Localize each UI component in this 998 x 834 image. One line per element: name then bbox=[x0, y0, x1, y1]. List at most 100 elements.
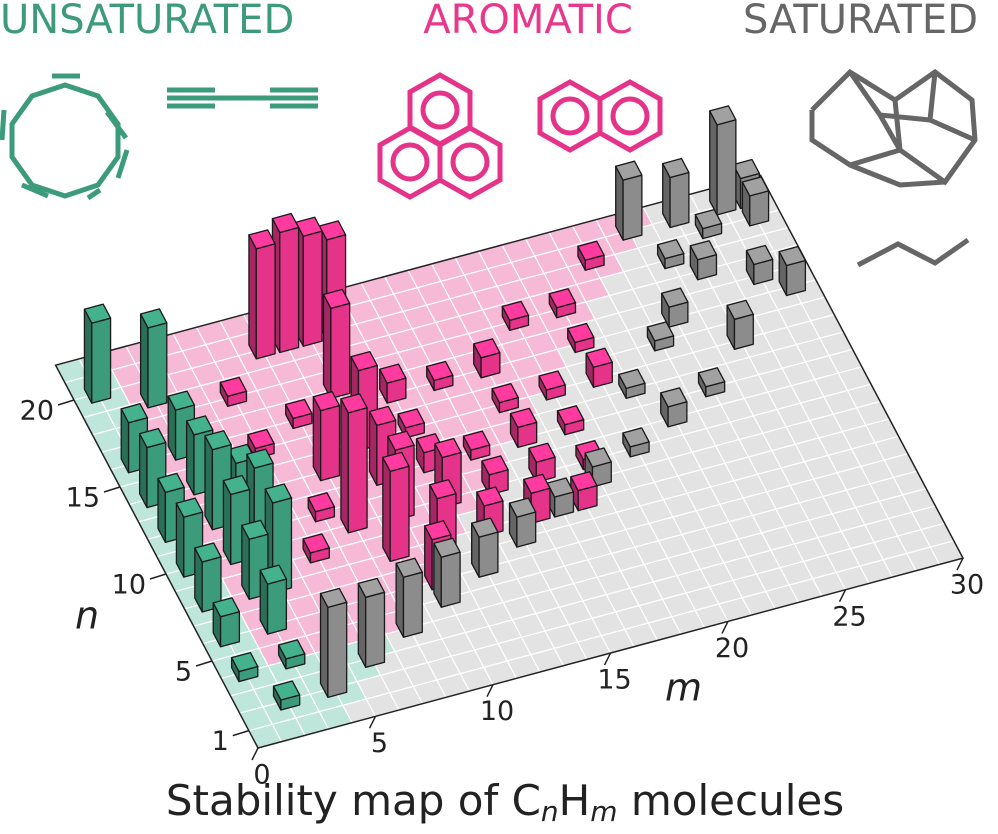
bar bbox=[319, 587, 348, 699]
bar-front bbox=[219, 611, 241, 648]
bar bbox=[277, 639, 306, 670]
bar bbox=[322, 288, 351, 400]
bar-front bbox=[330, 302, 351, 400]
bar bbox=[272, 680, 301, 711]
bar-top bbox=[241, 519, 269, 540]
bar-top bbox=[248, 229, 276, 250]
bar-top bbox=[476, 486, 504, 507]
bar-top bbox=[247, 428, 275, 450]
bar-top bbox=[120, 403, 149, 424]
bar bbox=[476, 486, 504, 537]
bar-top bbox=[83, 303, 112, 324]
title-part: Stability map of C bbox=[166, 776, 541, 825]
chart-title: Stability map of CnHm molecules bbox=[166, 776, 844, 829]
bar-top bbox=[350, 350, 378, 372]
bar-top bbox=[528, 442, 556, 463]
bar bbox=[745, 244, 774, 286]
x-tick-label: 0 bbox=[253, 760, 270, 791]
bar-top bbox=[424, 520, 452, 541]
bar bbox=[271, 212, 300, 354]
bar-top bbox=[230, 651, 259, 673]
bar bbox=[615, 160, 643, 241]
x-tick bbox=[368, 716, 377, 729]
bar-top bbox=[556, 405, 585, 426]
bar-front bbox=[347, 407, 368, 534]
bar-top bbox=[219, 376, 248, 397]
bar-front bbox=[749, 190, 770, 227]
bar-top bbox=[264, 483, 293, 504]
bar bbox=[546, 477, 575, 518]
bar-top bbox=[656, 239, 685, 260]
bar-top bbox=[741, 176, 770, 197]
bar-side bbox=[248, 234, 257, 360]
bar-top bbox=[462, 430, 491, 451]
bar-front bbox=[255, 243, 276, 360]
bar bbox=[661, 287, 689, 328]
x-tick bbox=[721, 621, 729, 634]
bar-top bbox=[387, 430, 415, 451]
bar-top bbox=[246, 448, 274, 469]
x-tick bbox=[251, 747, 259, 761]
bar bbox=[509, 407, 538, 449]
bar-top bbox=[491, 382, 519, 404]
bar bbox=[462, 430, 491, 461]
bar-side bbox=[322, 293, 332, 400]
bar-top bbox=[322, 288, 351, 310]
bar-top bbox=[697, 367, 726, 388]
bar-top bbox=[548, 288, 577, 309]
bar-top bbox=[319, 587, 348, 609]
bar-top bbox=[567, 322, 595, 344]
bar bbox=[694, 208, 723, 240]
bar bbox=[259, 564, 288, 635]
bar bbox=[138, 427, 167, 509]
bar bbox=[219, 376, 248, 407]
bar-top bbox=[175, 497, 204, 518]
bar bbox=[538, 370, 566, 401]
bar-top bbox=[471, 517, 499, 538]
bar bbox=[697, 367, 726, 398]
bar-top bbox=[660, 387, 688, 408]
bar-side bbox=[204, 435, 214, 531]
bar-top bbox=[618, 368, 646, 390]
y-tick bbox=[195, 660, 213, 667]
bar bbox=[548, 288, 577, 319]
bar-top bbox=[661, 287, 689, 308]
bar-top bbox=[340, 393, 368, 414]
bar bbox=[204, 430, 232, 531]
bar-top bbox=[212, 597, 241, 618]
bar-front bbox=[302, 230, 323, 347]
bar-top bbox=[615, 160, 643, 181]
bar-top bbox=[426, 360, 454, 382]
bar bbox=[508, 497, 537, 548]
x-tick-label: 15 bbox=[597, 665, 631, 696]
bar-top bbox=[271, 212, 300, 234]
bar-front bbox=[402, 571, 423, 638]
y-tick bbox=[149, 573, 167, 580]
bar bbox=[83, 303, 112, 404]
bar-top bbox=[622, 427, 650, 448]
bar bbox=[368, 405, 397, 487]
bar-top bbox=[662, 157, 690, 179]
bar bbox=[778, 245, 807, 297]
bar-top bbox=[473, 338, 501, 359]
x-tick bbox=[603, 652, 612, 666]
bar-front bbox=[320, 404, 341, 482]
bar-top bbox=[577, 240, 605, 261]
bar-top bbox=[538, 370, 566, 391]
bar bbox=[709, 105, 737, 216]
y-tick-label: 5 bbox=[175, 657, 192, 688]
bar bbox=[340, 393, 368, 534]
bar-front bbox=[365, 591, 386, 668]
bar bbox=[501, 300, 530, 332]
bar-front bbox=[389, 465, 410, 562]
bar-top bbox=[259, 564, 288, 585]
bar-top bbox=[523, 473, 551, 494]
bar bbox=[433, 537, 461, 608]
bar bbox=[139, 308, 168, 409]
bar bbox=[379, 363, 407, 404]
bar bbox=[618, 368, 646, 400]
bar-top bbox=[204, 430, 232, 451]
bar-front bbox=[91, 317, 112, 404]
